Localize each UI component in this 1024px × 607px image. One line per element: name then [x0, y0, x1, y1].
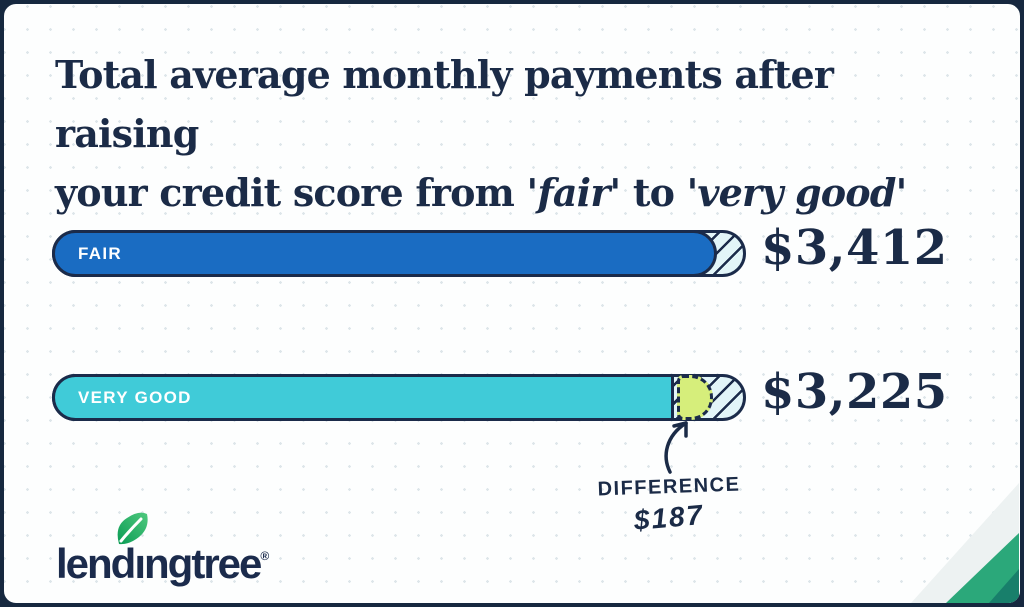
logo-text: lendıngtree — [56, 540, 262, 587]
difference-amount: $187 — [632, 498, 706, 537]
title-line-2: your credit score from 'fair' to 'very g… — [55, 169, 908, 215]
bar-label-fair: FAIR — [78, 243, 122, 263]
difference-segment — [677, 375, 713, 420]
title-italic-fair: 'fair' — [526, 169, 621, 215]
bar-fill-very-good: VERY GOOD — [52, 374, 674, 421]
bar-value-fair: $3,412 — [761, 220, 948, 276]
bar-track-very-good: VERY GOOD — [52, 374, 746, 421]
title-italic-very-good: 'very good' — [686, 169, 908, 215]
leaf-icon — [117, 512, 148, 545]
bar-fill-fair: FAIR — [52, 230, 717, 277]
lendingtree-logo: lendıngtree® — [56, 540, 269, 588]
bar-track-fair: FAIR — [52, 230, 746, 277]
registered-mark: ® — [260, 549, 270, 563]
bar-value-very-good: $3,225 — [761, 364, 948, 420]
difference-arrow-icon — [664, 421, 688, 474]
corner-decoration — [911, 483, 1019, 603]
bar-label-very-good: VERY GOOD — [78, 387, 192, 407]
title-line-1: Total average monthly payments after rai… — [55, 52, 834, 156]
page-title: Total average monthly payments after rai… — [55, 46, 955, 223]
logo-dotless-i: ı — [134, 540, 146, 587]
